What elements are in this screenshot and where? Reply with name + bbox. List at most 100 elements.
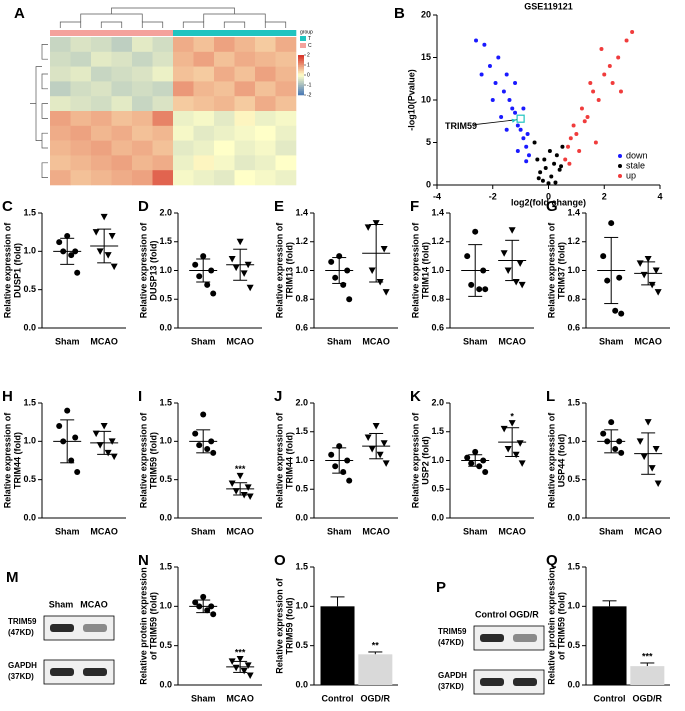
y-axis-label: Relative expression of bbox=[546, 412, 556, 509]
heat-cell bbox=[152, 111, 174, 127]
y-tick-label: 0.5 bbox=[431, 484, 444, 494]
data-point bbox=[516, 440, 524, 447]
heat-cell bbox=[70, 140, 92, 156]
data-point bbox=[577, 149, 582, 153]
heat-cell bbox=[111, 155, 133, 171]
y-tick-label: 0.6 bbox=[295, 322, 308, 332]
data-point bbox=[602, 72, 607, 77]
heat-cell bbox=[152, 51, 174, 67]
group-bar bbox=[111, 30, 133, 36]
data-point bbox=[236, 656, 244, 663]
heat-cell bbox=[234, 155, 256, 171]
blot-band bbox=[513, 678, 537, 686]
data-point bbox=[92, 430, 100, 438]
heat-cell bbox=[214, 170, 235, 186]
heat-cell bbox=[111, 170, 133, 186]
x-tick-label: Sham bbox=[191, 336, 216, 346]
data-point bbox=[104, 449, 112, 457]
data-point bbox=[588, 81, 593, 85]
data-point bbox=[232, 664, 240, 672]
heat-cell bbox=[275, 170, 297, 186]
y-axis-label: Relative expression of bbox=[2, 412, 12, 509]
annotation: TRIM59 bbox=[445, 121, 477, 131]
dendrogram bbox=[80, 7, 266, 22]
data-point bbox=[346, 477, 353, 484]
y-tick-label: 1.0 bbox=[295, 455, 308, 465]
heat-cell bbox=[193, 155, 215, 171]
heat-cell bbox=[234, 81, 256, 97]
data-point bbox=[472, 228, 479, 235]
y-tick-label: 1.5 bbox=[23, 397, 36, 407]
heat-cell bbox=[132, 111, 153, 127]
group-bar bbox=[70, 30, 92, 36]
dendrogram bbox=[141, 21, 164, 28]
heat-cell bbox=[214, 125, 235, 141]
x-axis-label: log2(fold change) bbox=[511, 197, 586, 207]
data-point bbox=[482, 42, 487, 47]
y-tick-label: 0.8 bbox=[567, 294, 580, 304]
heat-cell bbox=[234, 51, 256, 67]
y-axis-label: TRIM59 (fold) bbox=[148, 432, 158, 489]
data-point bbox=[579, 106, 584, 111]
y-tick-label: 0.0 bbox=[295, 512, 308, 522]
data-point bbox=[513, 110, 518, 115]
data-point bbox=[380, 245, 388, 253]
data-point bbox=[640, 271, 648, 279]
colorbar bbox=[298, 65, 304, 68]
dendrogram bbox=[41, 103, 48, 119]
heat-cell bbox=[275, 140, 297, 156]
heat-cell bbox=[50, 170, 71, 186]
colorbar bbox=[298, 81, 304, 84]
y-tick-label: 0.5 bbox=[567, 474, 580, 484]
legend-label: up bbox=[626, 170, 636, 180]
x-tick-label: Sham bbox=[191, 526, 216, 536]
data-point bbox=[552, 161, 557, 166]
heat-cell bbox=[152, 81, 174, 97]
data-point bbox=[72, 434, 79, 441]
data-point bbox=[542, 157, 547, 162]
data-point bbox=[368, 267, 376, 274]
y-axis-label: USP44 (fold) bbox=[556, 434, 566, 488]
data-point bbox=[192, 261, 199, 268]
y-axis-label: DUSP13 (fold) bbox=[148, 240, 158, 300]
heat-cell bbox=[132, 81, 153, 97]
y-axis-label: Relative expression of bbox=[2, 222, 12, 319]
colorbar bbox=[298, 79, 304, 82]
colorbar bbox=[298, 55, 304, 58]
heat-cell bbox=[70, 125, 92, 141]
data-point bbox=[74, 469, 81, 475]
data-point bbox=[547, 149, 552, 153]
dendrogram bbox=[264, 21, 287, 28]
heat-cell bbox=[111, 125, 133, 141]
data-point bbox=[636, 438, 644, 445]
data-point bbox=[340, 281, 347, 288]
heat-cell bbox=[152, 155, 174, 171]
heat-cell bbox=[214, 96, 235, 112]
heat-cell bbox=[91, 37, 112, 53]
data-point bbox=[612, 307, 619, 314]
y-tick-label: 1.5 bbox=[567, 397, 580, 407]
y-tick-label: 1.0 bbox=[23, 246, 36, 256]
heat-cell bbox=[255, 51, 276, 67]
bar bbox=[592, 606, 627, 685]
x-tick-label: MCAO bbox=[90, 336, 118, 346]
data-point bbox=[618, 310, 625, 317]
y-tick-label: 0.5 bbox=[159, 474, 172, 484]
heat-cell bbox=[214, 37, 235, 53]
blot-band bbox=[50, 668, 74, 676]
dendrogram bbox=[182, 21, 205, 28]
blot-row-label: TRIM59 bbox=[8, 617, 37, 626]
lane-label: MCAO bbox=[80, 599, 108, 609]
data-point bbox=[110, 453, 118, 461]
data-point bbox=[368, 446, 376, 453]
heat-cell bbox=[50, 96, 71, 112]
data-point bbox=[599, 47, 604, 51]
data-point bbox=[56, 239, 63, 246]
blot-row-label: (47KD) bbox=[438, 638, 464, 647]
colorbar bbox=[298, 91, 304, 94]
colorbar bbox=[298, 61, 304, 64]
heat-cell bbox=[111, 140, 133, 156]
data-point bbox=[240, 270, 248, 277]
heat-cell bbox=[193, 37, 215, 53]
data-point bbox=[504, 72, 509, 77]
